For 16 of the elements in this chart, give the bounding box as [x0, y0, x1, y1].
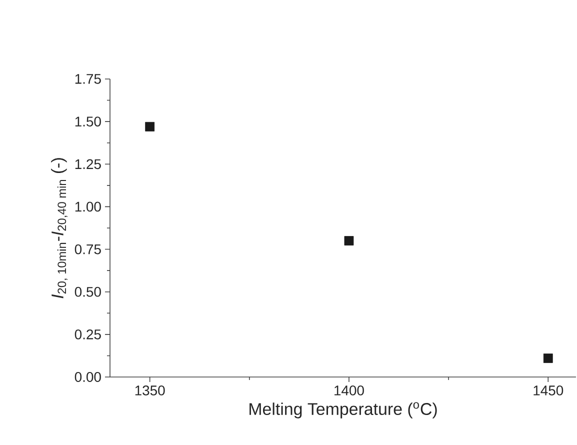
y-tick-label: 0.75 [74, 244, 101, 254]
y-tick-label: 0.25 [74, 329, 101, 340]
x-tick-label: 1450 [534, 386, 564, 396]
y-tick-label: 1.00 [75, 202, 101, 212]
point [543, 354, 553, 363]
y-tick-label: 0.00 [74, 372, 101, 382]
y-tick-label: 1.50 [75, 116, 101, 127]
point [145, 122, 155, 132]
y-tick-label: 0.50 [74, 286, 101, 297]
x-tick-label: 1400 [334, 386, 364, 396]
x-tick-label: 1350 [135, 386, 165, 396]
y-tick-label: 1.75 [75, 74, 101, 84]
y-axis-title: I$_{20, 10min}$-I$_{20,40 min}$ (-) [51, 158, 68, 298]
point [344, 236, 354, 246]
x-axis-title: Melting Temperature ($^{o}$C) [250, 402, 437, 418]
y-tick-label: 1.25 [75, 159, 101, 170]
